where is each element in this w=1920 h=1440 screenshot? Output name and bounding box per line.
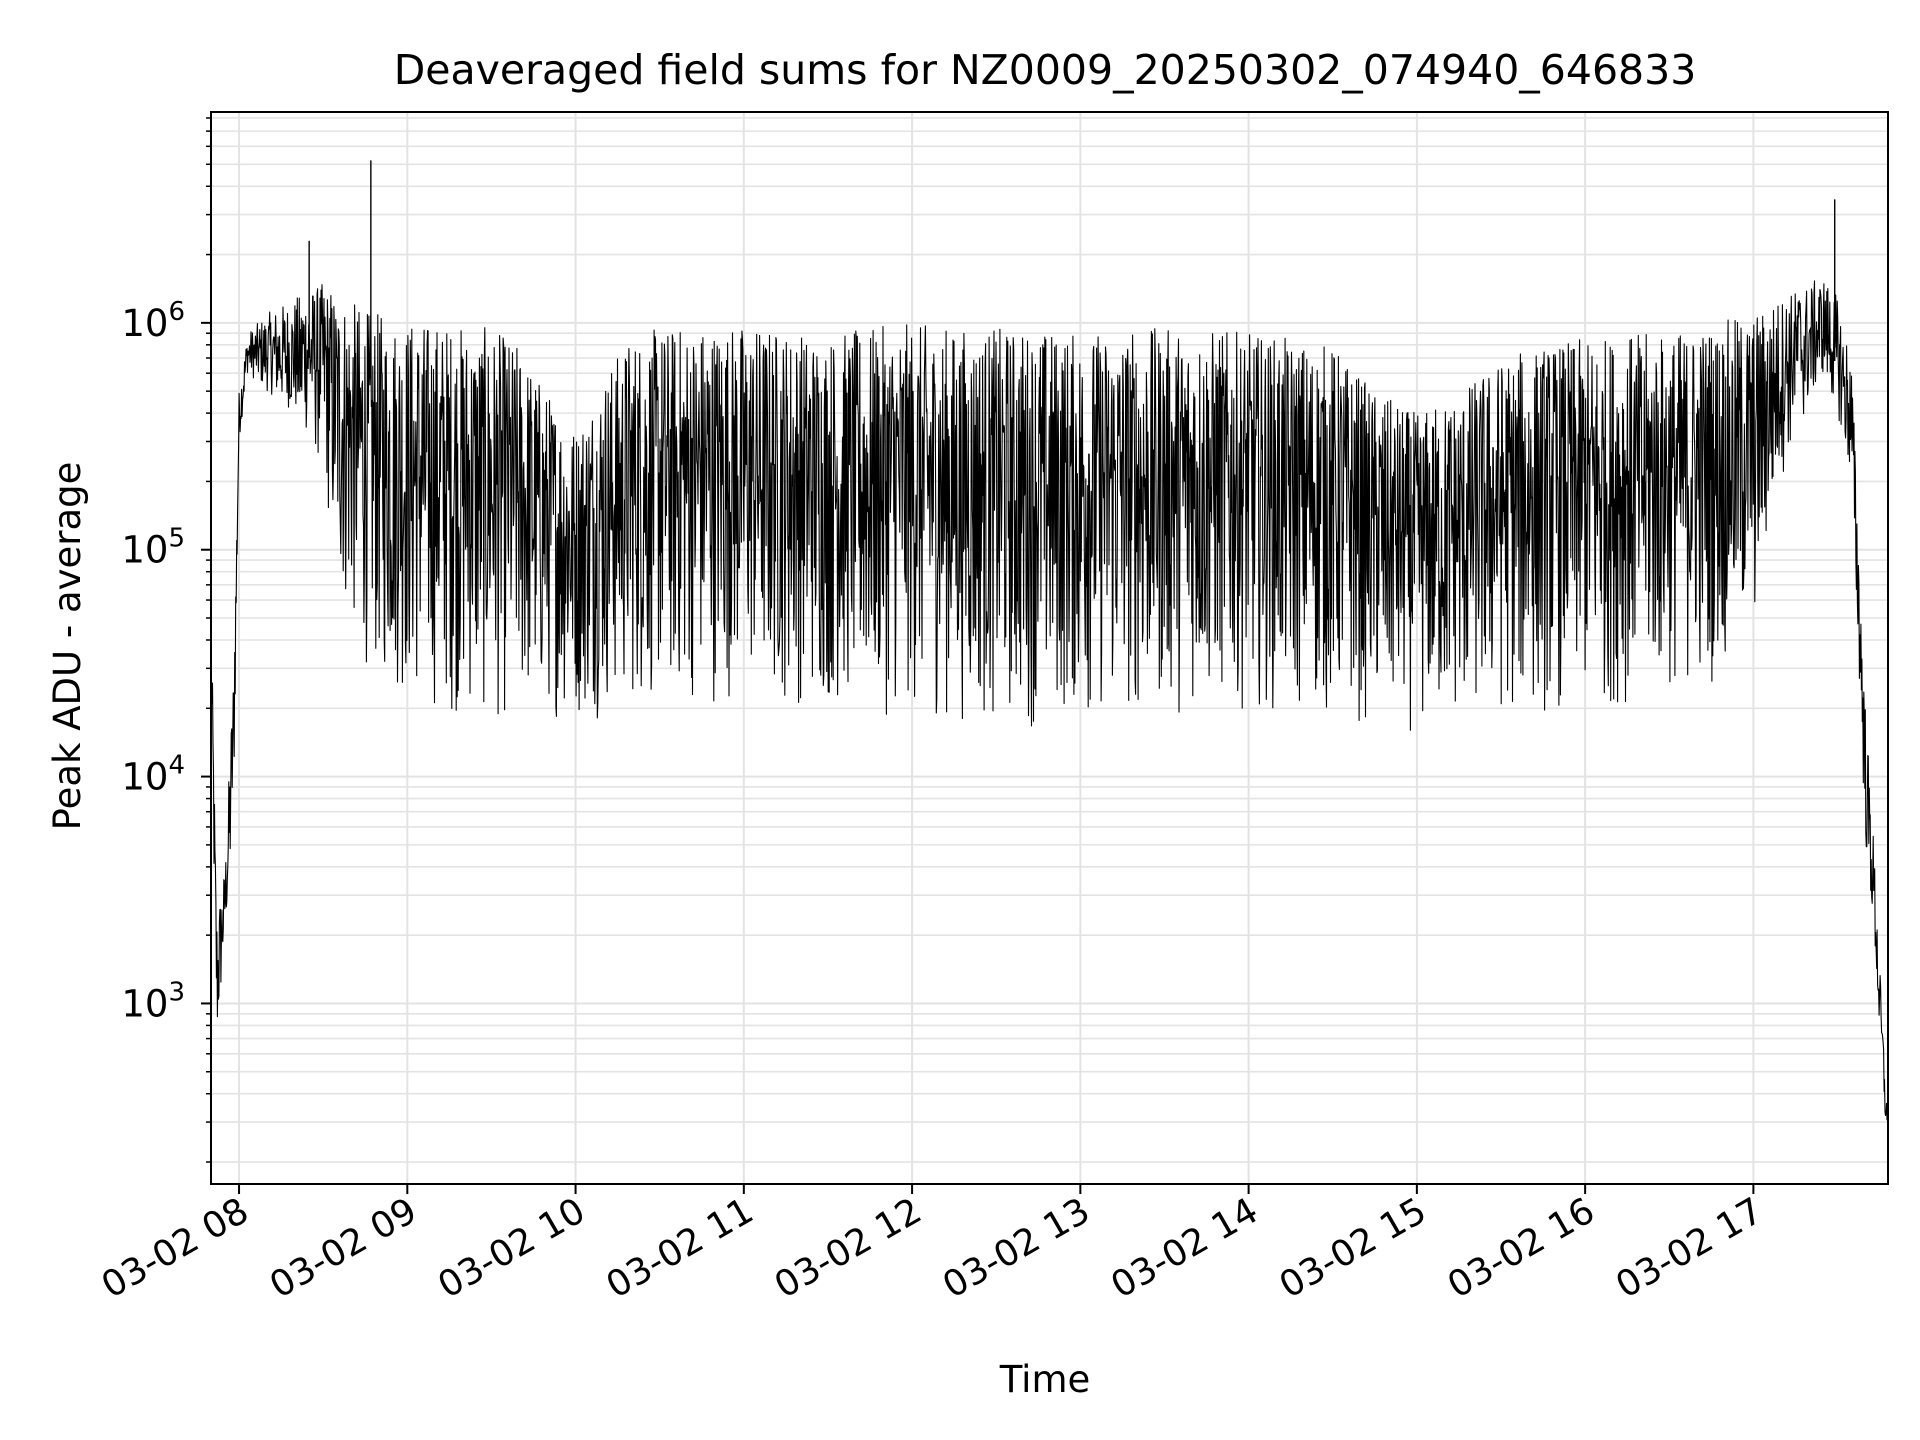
x-tick-label: 03-02 17 [1609, 1190, 1770, 1306]
x-tick-label: 03-02 16 [1441, 1190, 1602, 1306]
grid [211, 112, 1888, 1184]
y-tick-label: 104 [121, 751, 185, 799]
x-tick-label: 03-02 09 [263, 1190, 424, 1306]
x-axis: 03-02 08 03-02 09 03-02 10 03-02 11 03-02 12… [95, 1184, 1770, 1307]
plot-frame [210, 111, 1889, 1185]
x-tick-label: 03-02 14 [1104, 1190, 1265, 1306]
y-tick-label: 106 [121, 297, 185, 345]
x-tick-label: 03-02 12 [768, 1190, 929, 1306]
y-axis-label: Peak ADU - average [46, 462, 89, 831]
data-series [210, 160, 1889, 1138]
series-line [210, 280, 1889, 1138]
x-tick-label: 03-02 11 [600, 1190, 761, 1306]
y-tick-label: 105 [121, 524, 185, 572]
x-tick-label: 03-02 08 [95, 1190, 256, 1306]
y-axis: 103 104 105 106 [121, 117, 211, 1163]
y-tick-label: 103 [121, 977, 185, 1025]
x-tick-label: 03-02 13 [936, 1190, 1097, 1306]
x-tick-label: 03-02 10 [431, 1190, 592, 1306]
chart-title: Deaveraged field sums for NZ0009_2025030… [394, 46, 1697, 94]
x-axis-label: Time [999, 1358, 1091, 1401]
x-tick-label: 03-02 15 [1273, 1190, 1434, 1306]
